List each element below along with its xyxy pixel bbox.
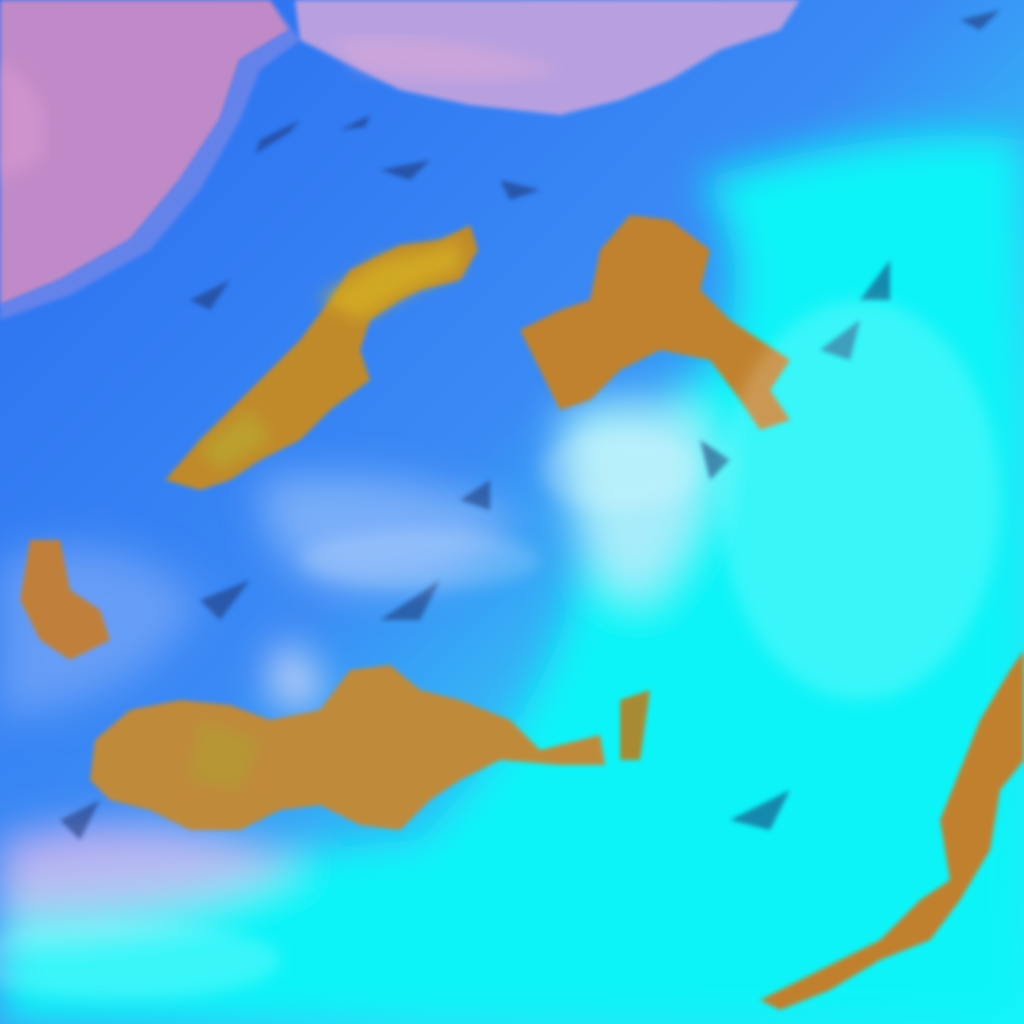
cloud-shadows — [60, 10, 1000, 840]
cloud-band-southeast — [760, 650, 1024, 1010]
cloud-mass-south — [90, 665, 605, 830]
cloud-cluster-northeast — [520, 215, 790, 430]
high-clouds — [20, 215, 1024, 1010]
land — [0, 0, 800, 320]
cloud-west-edge — [20, 540, 110, 660]
land-west — [0, 0, 290, 305]
land-north — [295, 0, 800, 115]
haze-wisps — [0, 300, 1000, 1000]
